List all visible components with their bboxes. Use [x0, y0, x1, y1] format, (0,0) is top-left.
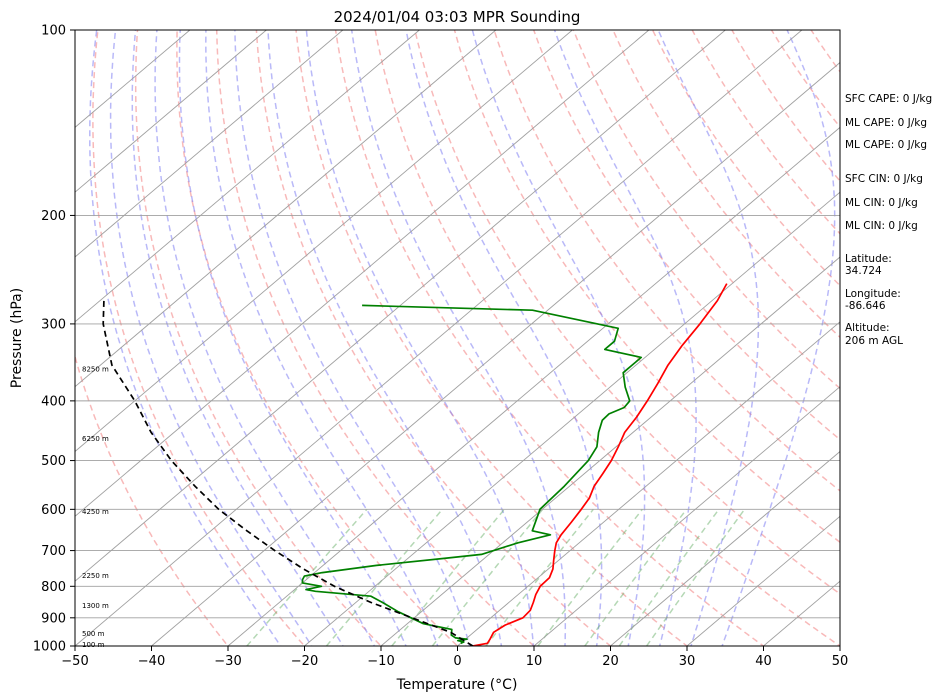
- dry-adiabat: [334, 30, 765, 646]
- y-tick-label: 100: [41, 24, 66, 39]
- dry-adiabat: [493, 30, 840, 492]
- moist-adiabat: [350, 30, 567, 646]
- x-tick-label: 10: [526, 654, 543, 669]
- isotherm: [686, 515, 840, 646]
- moist-adiabat: [721, 30, 836, 646]
- x-tick-label: 30: [679, 654, 696, 669]
- isotherm: [151, 61, 840, 646]
- x-tick-label: 20: [602, 654, 619, 669]
- ml-cin-label: ML CIN: 0 J/kg: [845, 197, 918, 209]
- moist-adiabat: [154, 30, 376, 646]
- x-tick-label: −50: [61, 654, 88, 669]
- parcel-profile: [102, 300, 474, 646]
- longitude-value: -86.646: [845, 300, 886, 312]
- latitude-value: 34.724: [845, 265, 882, 277]
- dry-adiabat: [255, 30, 612, 646]
- isotherm: [227, 126, 840, 646]
- x-tick-label: −10: [367, 654, 394, 669]
- altitude-label: Altitude:: [845, 322, 890, 334]
- isotherm: [75, 30, 573, 453]
- x-tick-label: 0: [453, 654, 461, 669]
- chart-title: 2024/01/04 03:03 MPR Sounding: [334, 8, 581, 26]
- ml-cin-label-2: ML CIN: 0 J/kg: [845, 220, 918, 232]
- y-tick-label: 1000: [33, 640, 66, 655]
- dry-adiabat: [572, 30, 840, 390]
- temperature-profile: [472, 283, 728, 646]
- dry-adiabat: [75, 353, 229, 646]
- height-label: 2250 m: [82, 572, 109, 580]
- y-tick-label: 200: [41, 209, 66, 224]
- dry-adiabat: [134, 30, 383, 646]
- moist-adiabat: [305, 30, 534, 646]
- isotherm: [75, 30, 726, 582]
- isotherm: [304, 191, 840, 646]
- height-label: 500 m: [82, 630, 105, 638]
- ml-cape-label-2: ML CAPE: 0 J/kg: [845, 139, 927, 151]
- moist-adiabat: [109, 30, 313, 646]
- moist-adiabat: [89, 30, 282, 646]
- stats-panel: SFC CAPE: 0 J/kg ML CAPE: 0 J/kg ML CAPE…: [845, 93, 932, 347]
- moist-adiabat: [234, 30, 471, 646]
- isotherm: [75, 30, 803, 646]
- ml-cape-label: ML CAPE: 0 J/kg: [845, 117, 927, 129]
- y-tick-label: 300: [41, 317, 66, 332]
- x-tick-label: 40: [755, 654, 772, 669]
- y-tick-label: 400: [41, 394, 66, 409]
- moist-adiabat: [267, 30, 503, 646]
- dry-adiabat: [414, 30, 840, 595]
- isotherm: [533, 386, 840, 646]
- x-tick-label: −30: [214, 654, 241, 669]
- y-tick-label: 500: [41, 454, 66, 469]
- dry-adiabat: [532, 30, 840, 441]
- isotherm: [75, 30, 267, 193]
- height-label: 4250 m: [82, 508, 109, 516]
- dry-adiabat: [176, 30, 459, 646]
- dry-adiabat: [215, 30, 536, 646]
- x-tick-label: 50: [832, 654, 849, 669]
- mixing-ratio-line: [325, 508, 443, 646]
- mixing-ratio-line: [431, 508, 544, 646]
- longitude-label: Longitude:: [845, 288, 901, 300]
- dry-adiabat: [612, 30, 840, 339]
- y-tick-label: 600: [41, 503, 66, 518]
- isotherm: [380, 256, 840, 646]
- mixing-ratio-line: [391, 508, 505, 646]
- y-axis-label: Pressure (hPa): [9, 288, 25, 388]
- height-label: 1300 m: [82, 602, 109, 610]
- sfc-cin-label: SFC CIN: 0 J/kg: [845, 173, 923, 185]
- height-label: 6250 m: [82, 435, 109, 443]
- isotherm: [457, 321, 840, 646]
- moist-adiabat: [131, 30, 344, 646]
- dry-adiabat: [453, 30, 840, 544]
- isotherm: [75, 30, 650, 517]
- y-tick-label: 700: [41, 544, 66, 559]
- y-tick-label: 900: [41, 611, 66, 626]
- moist-adiabat: [553, 30, 697, 646]
- isotherm: [610, 450, 840, 646]
- x-axis-label: Temperature (°C): [396, 677, 518, 693]
- moist-adiabat: [405, 30, 603, 646]
- dry-adiabat: [374, 30, 840, 646]
- isotherm: [75, 30, 344, 258]
- isotherm: [75, 30, 497, 388]
- dry-adiabat: [295, 30, 689, 646]
- isotherm: [75, 30, 420, 323]
- mixing-ratio-line: [246, 508, 368, 646]
- x-tick-label: −20: [291, 654, 318, 669]
- latitude-label: Latitude:: [845, 253, 892, 265]
- y-tick-label: 800: [41, 580, 66, 595]
- x-tick-label: −40: [138, 654, 165, 669]
- sfc-cape-label: SFC CAPE: 0 J/kg: [845, 93, 932, 105]
- dry-adiabat: [92, 30, 306, 646]
- height-label: 100 m: [82, 641, 105, 649]
- altitude-value: 206 m AGL: [845, 335, 903, 347]
- height-label: 8250 m: [82, 365, 109, 373]
- moist-adiabat: [205, 30, 439, 646]
